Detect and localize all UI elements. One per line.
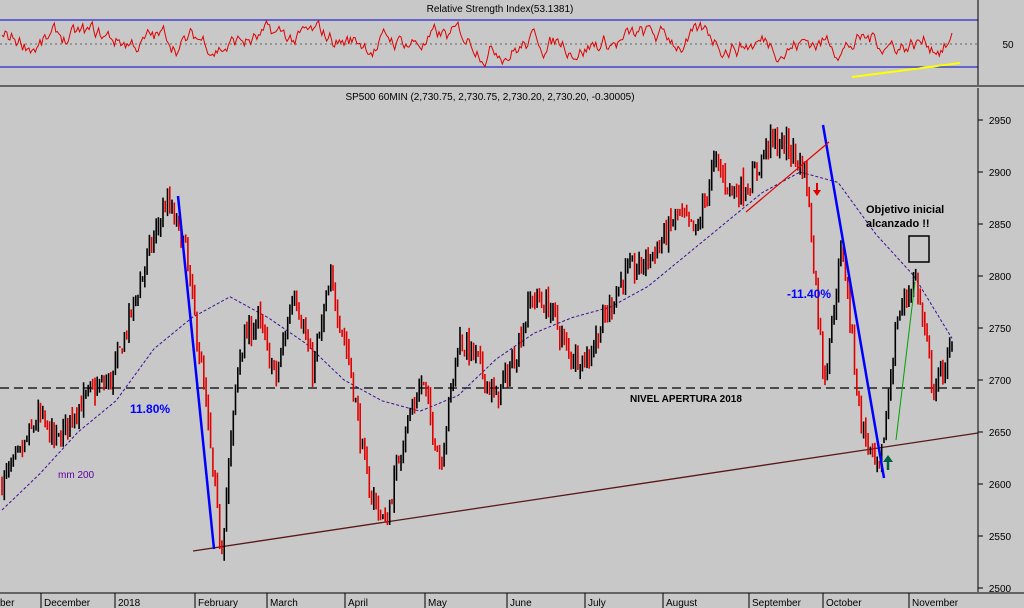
time-axis-label: May	[428, 598, 447, 608]
target-box	[908, 235, 930, 263]
time-axis-label: 2018	[118, 598, 141, 608]
price-tick-label: 2550	[989, 532, 1012, 543]
time-axis-label: August	[666, 598, 697, 608]
arrow-up-icon	[883, 455, 893, 470]
candlesticks	[1, 124, 953, 561]
rsi-tick-label: 50	[1002, 40, 1014, 51]
decline-percentage-label: -11.40%	[787, 287, 831, 301]
support-trendline	[192, 432, 979, 552]
price-tick-label: 2850	[989, 220, 1012, 231]
price-tick-label: 2800	[989, 272, 1012, 283]
rising-wedge-line	[745, 141, 830, 213]
time-axis-label: ber	[0, 598, 15, 608]
time-axis-label: April	[348, 598, 368, 608]
time-axis: ber December 2018 February March April May June…	[0, 592, 1024, 608]
rsi-panel: Relative Strength Index(53.1381) 50	[0, 0, 1024, 87]
rebound-trendline	[895, 281, 916, 441]
price-title: SP500 60MIN (2,730.75, 2,730.75, 2,730.2…	[345, 92, 634, 103]
price-tick-label: 2750	[989, 324, 1012, 335]
rsi-title: Relative Strength Index(53.1381)	[427, 4, 574, 15]
decline-line-2	[821, 124, 886, 479]
price-tick-label: 2950	[989, 116, 1012, 127]
time-axis-label: February	[198, 598, 238, 608]
rsi-line	[1, 19, 953, 68]
decline-line-1	[176, 195, 216, 550]
moving-average-label: mm 200	[58, 470, 95, 481]
price-panel: SP500 60MIN (2,730.75, 2,730.75, 2,730.2…	[0, 88, 1012, 595]
arrow-down-icon	[813, 183, 821, 196]
moving-average-line	[1, 171, 953, 511]
time-axis-label: November	[912, 598, 959, 608]
price-tick-label: 2700	[989, 376, 1012, 387]
price-tick-label: 2900	[989, 168, 1012, 179]
rsi-trendline	[851, 62, 961, 78]
price-tick-label: 2500	[989, 584, 1012, 595]
target-annotation-line1: Objetivo inicial	[866, 204, 944, 216]
time-axis-label: March	[270, 598, 298, 608]
reference-level-label: NIVEL APERTURA 2018	[630, 394, 742, 405]
price-tick-label: 2650	[989, 428, 1012, 439]
time-axis-label: July	[588, 598, 606, 608]
price-axis-ticks: 2500 2550 2600 2650 2700 2750 2800 2850 2900 2950	[978, 116, 1012, 595]
time-axis-label: October	[826, 598, 862, 608]
target-annotation-line2: alcanzado !!	[866, 218, 930, 230]
time-axis-label: September	[752, 598, 802, 608]
time-axis-label: December	[44, 598, 91, 608]
gain-percentage-label: 11.80%	[130, 402, 170, 416]
time-axis-label: June	[510, 598, 532, 608]
price-tick-label: 2600	[989, 480, 1012, 491]
